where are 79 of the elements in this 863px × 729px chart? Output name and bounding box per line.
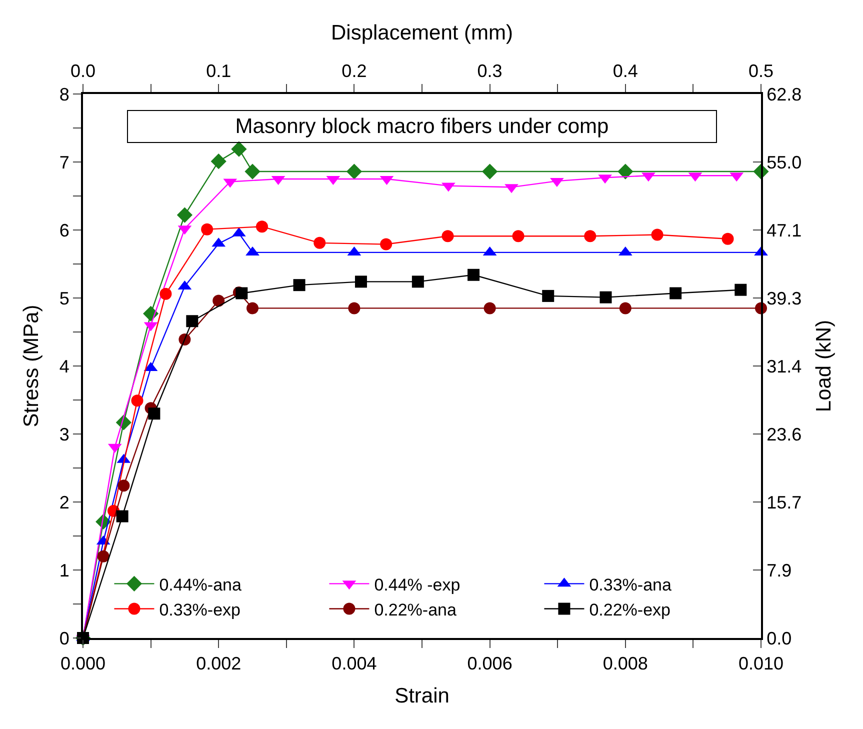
- point: [176, 207, 192, 223]
- point: [314, 236, 326, 249]
- y-tick-label: 8: [59, 84, 70, 104]
- point: [734, 284, 747, 296]
- point: [670, 287, 682, 300]
- x2-tick-label: 0.0: [70, 60, 96, 81]
- point: [236, 287, 248, 300]
- point: [244, 164, 260, 180]
- x-tick-label: 0.008: [602, 654, 648, 674]
- point: [131, 394, 144, 407]
- legend-label: 0.44% -exp: [374, 575, 460, 594]
- legend-label: 0.33%-exp: [159, 600, 240, 620]
- point: [442, 230, 454, 242]
- y-tick-label: 2: [59, 492, 70, 512]
- legend-label: 0.44%-ana: [159, 575, 242, 594]
- point: [619, 302, 632, 314]
- y-tick-label: 4: [59, 356, 70, 376]
- x-axis-title: Strain: [394, 684, 450, 708]
- y-tick-label: 3: [59, 424, 70, 444]
- point: [468, 268, 480, 281]
- x2-tick-label: 0.1: [206, 60, 232, 81]
- y2-tick-label: 31.4: [766, 356, 802, 376]
- legend-label: 0.22%-ana: [374, 600, 457, 620]
- point: [210, 154, 226, 170]
- point: [348, 302, 360, 314]
- point: [600, 291, 612, 304]
- point: [186, 315, 198, 328]
- y2-tick-label: 62.8: [766, 84, 802, 104]
- point: [354, 276, 367, 288]
- x-tick-label: 0.006: [467, 654, 512, 674]
- point: [118, 480, 130, 492]
- point: [651, 228, 664, 241]
- point: [346, 164, 362, 180]
- x2-tick-label: 0.5: [748, 60, 774, 81]
- point: [143, 306, 159, 322]
- y-tick-label: 7: [59, 152, 70, 172]
- y-tick-label: 5: [59, 288, 70, 308]
- x2-axis-title: Displacement (mm): [330, 21, 514, 44]
- point: [201, 223, 214, 236]
- point: [380, 238, 392, 250]
- point: [412, 276, 424, 288]
- x-tick-label: 0.002: [196, 654, 242, 674]
- point: [542, 290, 554, 302]
- y2-tick-label: 47.1: [766, 220, 802, 240]
- y2-tick-label: 7.9: [766, 560, 792, 580]
- y2-tick-label: 55.0: [766, 152, 802, 172]
- point: [160, 288, 172, 300]
- point: [256, 220, 268, 233]
- point: [722, 232, 734, 245]
- x-tick-label: 0.010: [738, 654, 784, 674]
- y-tick-label: 0: [59, 628, 70, 648]
- y-tick-label: 1: [59, 560, 70, 580]
- point: [97, 550, 110, 562]
- y2-axis-title: Load (kN): [812, 320, 836, 412]
- legend-label: 0.22%-exp: [589, 600, 670, 620]
- y2-tick-label: 23.6: [766, 424, 802, 444]
- point: [293, 279, 306, 292]
- text: Masonry block macro fibers under comp: [235, 115, 609, 138]
- point: [148, 408, 160, 420]
- point: [618, 164, 634, 180]
- y2-tick-label: 0.0: [766, 628, 792, 648]
- y-tick-label: 6: [59, 220, 70, 240]
- point: [116, 510, 128, 522]
- point: [212, 294, 225, 307]
- x-tick-label: 0.000: [60, 654, 106, 674]
- point: [512, 230, 524, 242]
- x2-tick-label: 0.4: [612, 60, 638, 81]
- x-tick-label: 0.004: [332, 654, 377, 674]
- x2-tick-label: 0.3: [477, 60, 502, 81]
- y2-tick-label: 39.3: [766, 288, 802, 308]
- y2-tick-label: 15.7: [766, 492, 802, 512]
- point: [482, 164, 498, 180]
- x2-tick-label: 0.2: [342, 60, 367, 81]
- point: [246, 302, 258, 314]
- legend-label: 0.33%-ana: [589, 575, 672, 594]
- point: [484, 302, 496, 314]
- y-axis-title: Stress (MPa): [20, 304, 44, 428]
- point: [231, 141, 247, 157]
- point: [584, 230, 596, 242]
